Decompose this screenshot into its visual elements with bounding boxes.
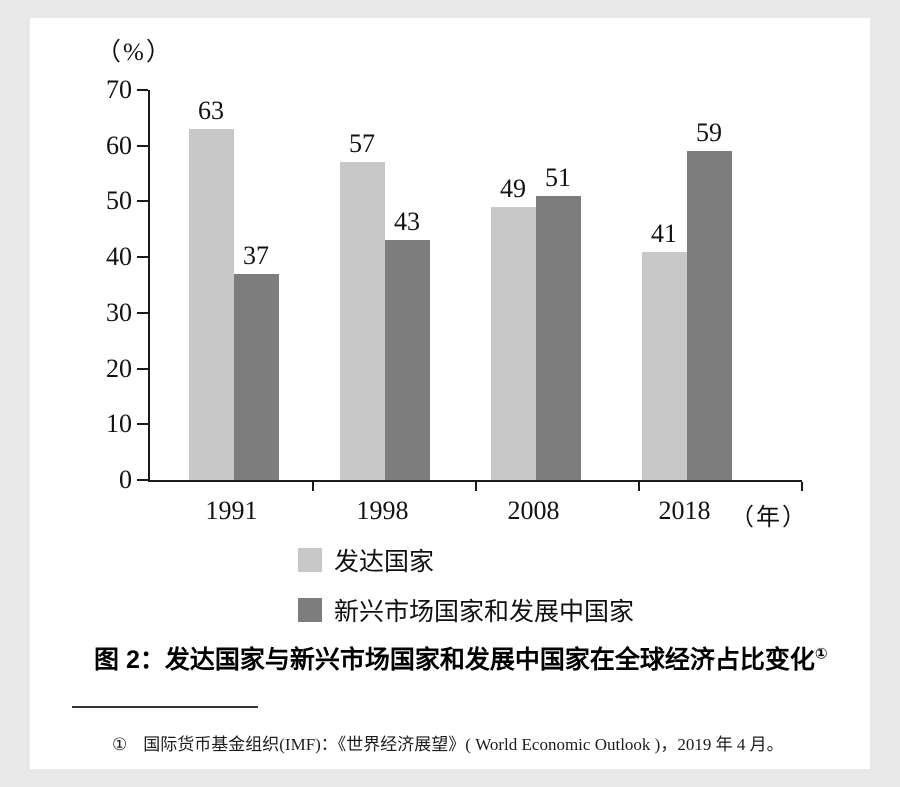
bar-value-label: 41 (651, 218, 677, 248)
footnote-divider (72, 706, 258, 708)
x-tick-label-1998: 1998 (356, 496, 409, 525)
legend-label: 发达国家 (334, 549, 435, 576)
y-tick-label: 70 (106, 75, 132, 104)
bar-column: 41 (641, 90, 687, 480)
y-tick-label: 30 (106, 297, 132, 327)
bar-column: 43 (384, 90, 430, 480)
caption-text: 图 2：发达国家与新兴市场国家和发展中国家在全球经济占比变化 (94, 646, 815, 674)
x-tick-mark (638, 482, 640, 491)
bar-1998-series-1 (339, 162, 385, 480)
y-tick-label: 10 (106, 409, 132, 439)
bar-group-1991: 63 37 (158, 90, 309, 480)
bar-column: 37 (233, 90, 279, 480)
bar-column: 49 (490, 90, 536, 480)
bar-value-label: 57 (349, 129, 375, 159)
bar-1991-series-1 (188, 129, 234, 480)
chart-legend: 发达国家新兴市场国家和发展中国家 (298, 542, 634, 628)
y-tick-mark (137, 479, 148, 481)
y-tick-mark (137, 256, 148, 259)
y-tick-mark (137, 89, 148, 91)
x-tick-mark (312, 482, 314, 491)
x-tick-label-1991: 1991 (205, 496, 258, 525)
y-tick-label: 0 (119, 465, 132, 494)
bar-group-1998: 57 43 (309, 90, 460, 480)
bar-group-2008: 49 51 (460, 90, 611, 480)
y-tick-mark (137, 423, 148, 426)
bar-value-label: 37 (243, 240, 269, 270)
legend-label: 新兴市场国家和发展中国家 (334, 599, 635, 626)
y-tick-label: 40 (106, 242, 132, 272)
bar-column: 57 (339, 90, 385, 480)
footnote-marker: ① (112, 735, 128, 754)
bar-2018-series-2 (686, 151, 732, 480)
footnote-text: 国际货币基金组织(IMF)：《世界经济展望》( World Economic O… (143, 735, 784, 754)
y-tick-mark (137, 200, 148, 203)
legend-swatch (298, 548, 322, 572)
x-axis-tick-labels: 1991 1998 2008 2018 (148, 496, 800, 526)
bars: 63 37 57 43 49 51 41 59 (150, 90, 802, 480)
bar-value-label: 49 (500, 174, 526, 203)
y-tick-mark (137, 144, 148, 147)
caption-footnote-marker: ① (814, 645, 828, 663)
y-tick-label: 50 (106, 186, 132, 216)
x-axis-unit-label: （年） (730, 505, 808, 531)
y-tick-label: 20 (106, 353, 132, 383)
figure-panel: （%） 63 37 57 43 49 51 41 59 1991 1998 2008 2018 （年… (30, 18, 870, 769)
x-tick-label-2018: 2018 (658, 496, 711, 525)
footnote: ① 国际货币基金组织(IMF)：《世界经济展望》( World Economic … (112, 732, 842, 758)
bar-column: 63 (188, 90, 234, 480)
y-axis-unit-label: （%） (96, 39, 173, 66)
bar-2008-series-2 (535, 195, 581, 480)
bar-1991-series-2 (233, 273, 279, 480)
figure-caption: 图 2：发达国家与新兴市场国家和发展中国家在全球经济占比变化① (94, 640, 828, 676)
plot-area: 63 37 57 43 49 51 41 59 (137, 89, 803, 491)
y-tick-label: 60 (106, 130, 132, 160)
y-tick-mark (137, 367, 148, 370)
bar-value-label: 43 (394, 207, 420, 237)
bar-value-label: 63 (198, 96, 224, 125)
legend-swatch (298, 598, 322, 622)
y-tick-mark (137, 311, 148, 314)
bar-2008-series-1 (490, 207, 536, 480)
bar-column: 51 (535, 90, 581, 480)
x-tick-mark (475, 482, 477, 491)
bar-value-label: 51 (545, 162, 571, 192)
bar-column: 59 (686, 90, 732, 480)
bar-value-label: 59 (696, 118, 722, 148)
x-tick-label-2008: 2008 (507, 496, 560, 525)
legend-item-1: 发达国家 (298, 542, 634, 578)
bar-2018-series-1 (641, 251, 687, 480)
x-tick-mark (801, 482, 803, 491)
bar-group-2018: 41 59 (611, 90, 762, 480)
bar-1998-series-2 (384, 240, 430, 480)
legend-item-2: 新兴市场国家和发展中国家 (298, 592, 634, 628)
